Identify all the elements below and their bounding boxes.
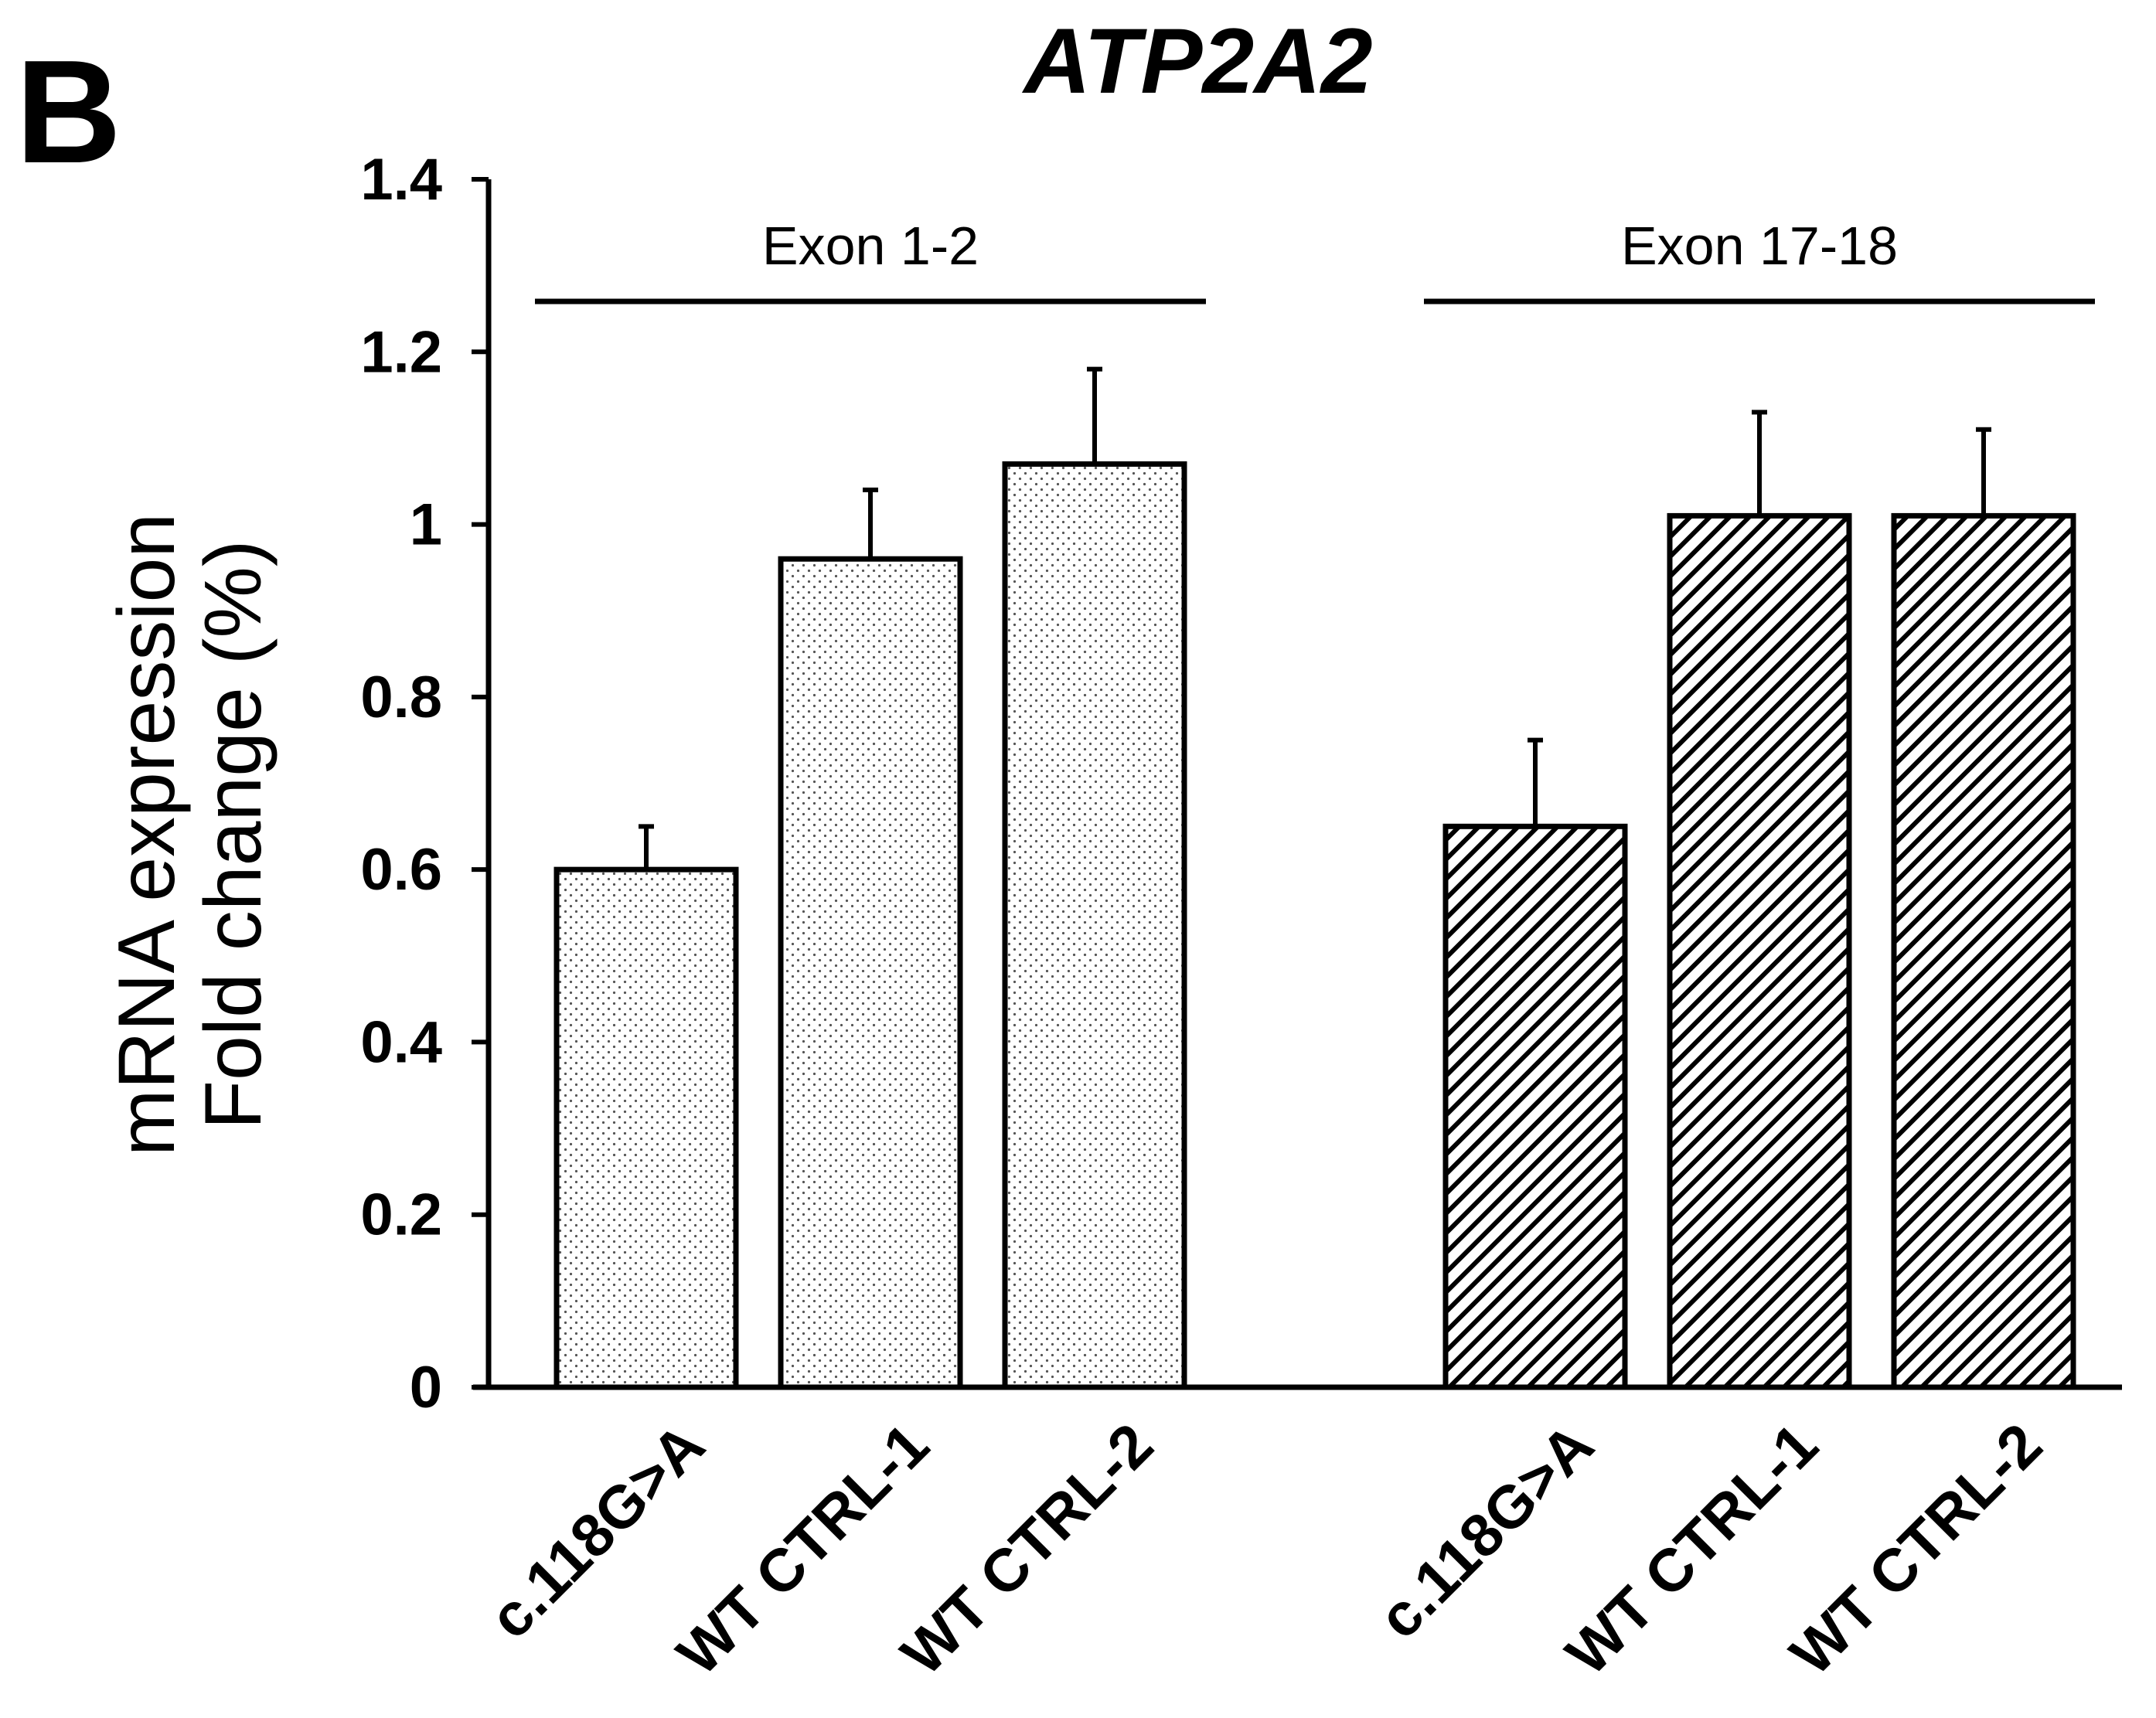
panel-letter: B — [15, 30, 121, 194]
chart-title: ATP2A2 — [1021, 9, 1372, 113]
bar-0-1 — [778, 556, 963, 1390]
y-tick-label-3: 0.6 — [360, 837, 442, 903]
category-labels: c.118G>AWT CTRL-1WT CTRL-2 c.118G>AWT CTR… — [476, 1410, 2055, 1688]
y-axis-label-line1: mRNA expression — [102, 513, 192, 1156]
bar-0-2 — [1002, 461, 1187, 1390]
group-label-0: Exon 1-2 — [762, 216, 979, 276]
bar-1-1 — [1667, 512, 1852, 1390]
y-tick-label-1: 0.2 — [360, 1182, 442, 1248]
bar-0-0 — [553, 866, 739, 1390]
group-labels: Exon 1-2 Exon 17-18 — [535, 216, 2095, 304]
bars — [553, 366, 2076, 1390]
y-axis-label: mRNA expression Fold change (%) — [102, 513, 278, 1156]
bar-1-2 — [1891, 512, 2076, 1390]
y-axis-label-line2: Fold change (%) — [189, 539, 278, 1129]
category-label-1-0: c.118G>A — [1365, 1410, 1606, 1652]
y-tick-label-5: 1 — [410, 492, 442, 558]
y-tick-label-4: 0.8 — [360, 665, 442, 730]
group-label-1: Exon 17-18 — [1621, 216, 1898, 276]
bar-1-0 — [1442, 823, 1628, 1390]
y-tick-label-2: 0.4 — [360, 1009, 442, 1075]
category-label-0-0: c.118G>A — [476, 1410, 717, 1652]
y-tick-label-6: 1.2 — [360, 319, 442, 385]
y-axis-ticks: 0 0.2 0.4 0.6 0.8 1 1.2 1.4 — [360, 147, 489, 1420]
y-tick-label-7: 1.4 — [360, 147, 442, 213]
y-tick-label-0: 0 — [410, 1355, 442, 1420]
